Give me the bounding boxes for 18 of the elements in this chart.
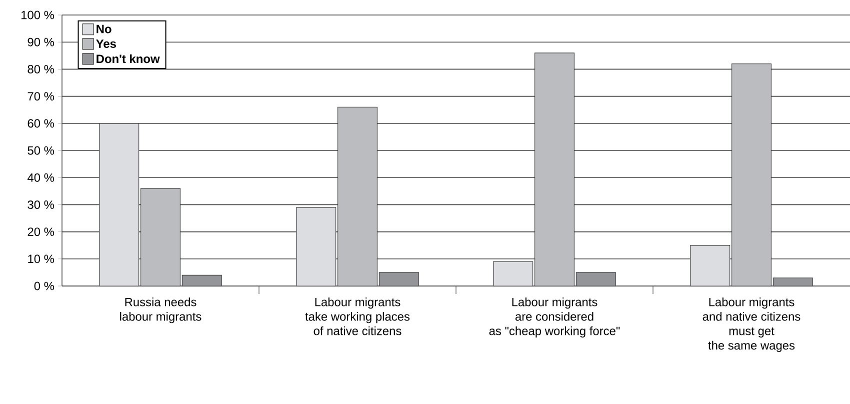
x-tick-label: Labour migrants and native citizens must get the same wages — [702, 298, 800, 352]
legend-label: Don't know — [96, 54, 160, 64]
y-tick-label: 0 % — [34, 282, 54, 290]
y-tick-label: 70 % — [28, 92, 54, 101]
legend-label: Yes — [96, 40, 116, 48]
y-tick-label: 30 % — [28, 200, 54, 209]
x-tick-label: Labour migrants take working places of native citizens — [305, 298, 410, 336]
y-tick-label: 90 % — [28, 38, 54, 46]
y-tick-label: 20 % — [28, 228, 54, 236]
y-tick-label: 50 % — [28, 146, 54, 155]
x-tick-label: Labour migrants are considered as "cheap working force" — [489, 298, 620, 338]
x-tick-label: Russia needs labour migrants — [120, 298, 202, 324]
y-tick-label: 80 % — [28, 64, 54, 74]
legend-label: No — [96, 24, 112, 34]
y-tick-label: 100 % — [21, 10, 54, 20]
y-tick-label: 60 % — [28, 119, 54, 128]
y-tick-label: 40 % — [28, 173, 54, 182]
y-tick-label: 10 % — [28, 254, 54, 264]
